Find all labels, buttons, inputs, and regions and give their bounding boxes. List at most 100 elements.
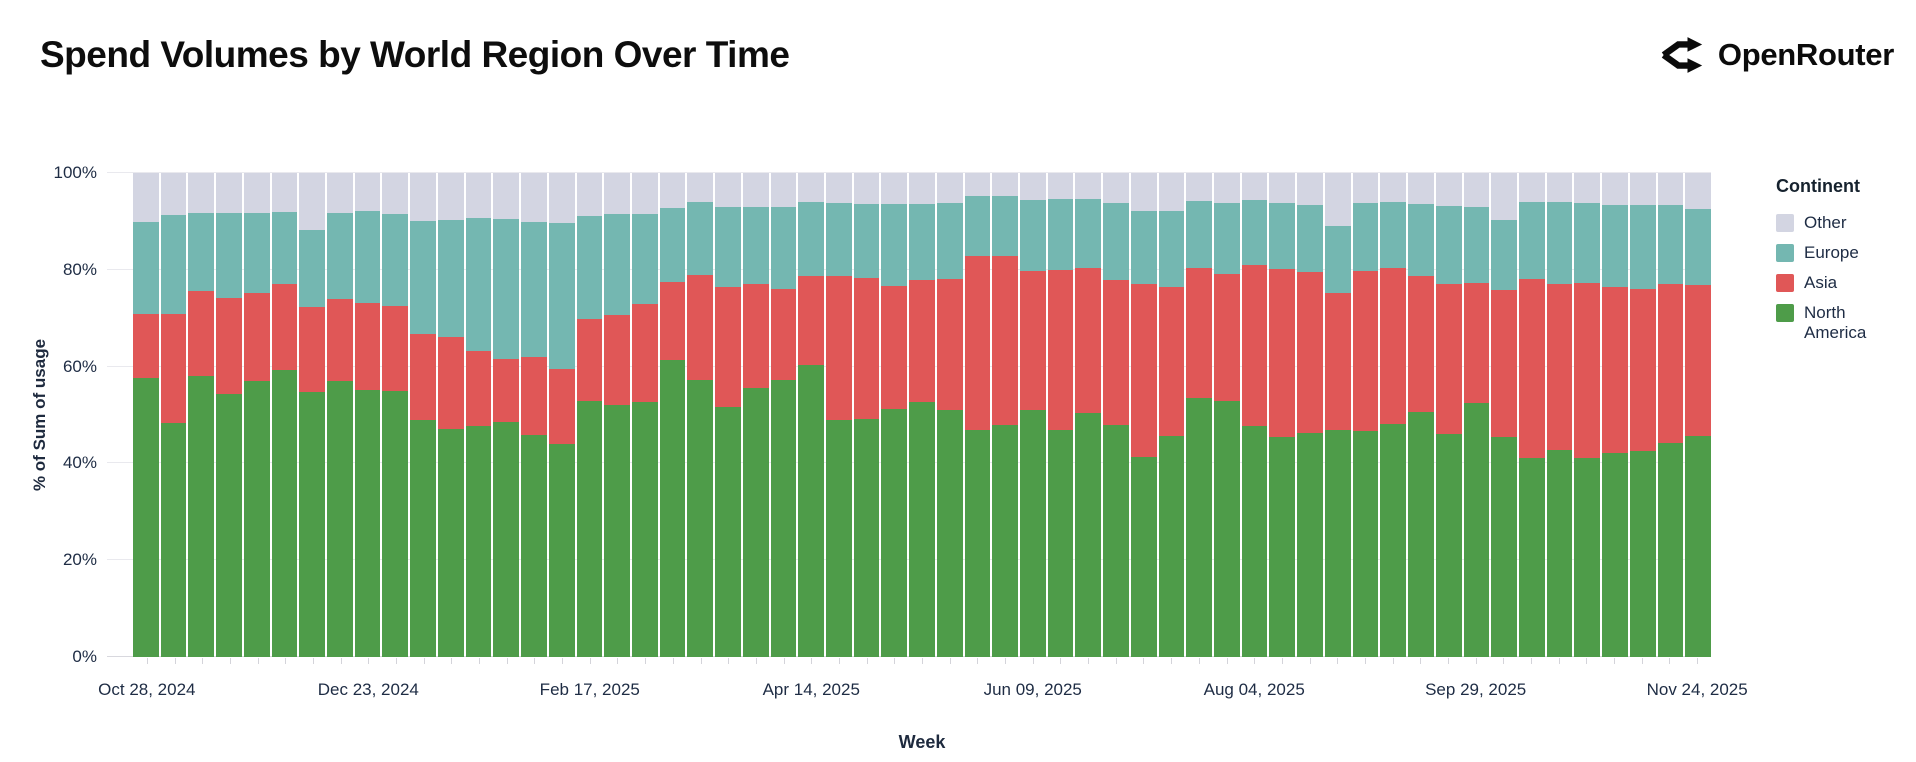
bar-segment-north-america[interactable]	[659, 360, 686, 657]
bar-segment-asia[interactable]	[604, 314, 630, 406]
bar-segment-europe[interactable]	[1518, 201, 1545, 279]
bar-segment-north-america[interactable]	[410, 420, 436, 657]
bar-week-27[interactable]	[881, 173, 908, 657]
bar-segment-other[interactable]	[604, 173, 630, 215]
bar-segment-north-america[interactable]	[1491, 437, 1517, 657]
bar-segment-other[interactable]	[825, 173, 852, 203]
bar-segment-asia[interactable]	[881, 285, 908, 409]
bar-segment-europe[interactable]	[1047, 199, 1074, 270]
bar-segment-europe[interactable]	[1657, 204, 1684, 285]
bar-segment-europe[interactable]	[1352, 202, 1379, 272]
bar-segment-asia[interactable]	[1574, 283, 1601, 459]
bar-segment-asia[interactable]	[825, 275, 852, 420]
bar-week-33[interactable]	[1047, 173, 1074, 657]
bar-segment-europe[interactable]	[1685, 209, 1711, 285]
bar-segment-asia[interactable]	[798, 275, 824, 365]
bar-segment-europe[interactable]	[493, 219, 520, 360]
bar-week-19[interactable]	[659, 173, 686, 657]
bar-segment-asia[interactable]	[576, 319, 603, 401]
bar-week-47[interactable]	[1435, 173, 1462, 657]
bar-segment-other[interactable]	[354, 173, 381, 211]
bar-segment-europe[interactable]	[188, 212, 215, 292]
bar-segment-europe[interactable]	[1491, 220, 1517, 291]
bar-week-40[interactable]	[1241, 173, 1268, 657]
bar-segment-other[interactable]	[160, 173, 187, 215]
bar-week-29[interactable]	[936, 173, 963, 657]
bar-segment-asia[interactable]	[1103, 279, 1129, 425]
bar-segment-europe[interactable]	[1380, 201, 1407, 269]
bar-segment-other[interactable]	[1574, 173, 1601, 203]
bar-segment-asia[interactable]	[1020, 271, 1046, 411]
bar-week-38[interactable]	[1186, 173, 1213, 657]
bar-segment-europe[interactable]	[1158, 210, 1185, 287]
bar-segment-north-america[interactable]	[1685, 435, 1711, 657]
bar-segment-north-america[interactable]	[160, 422, 187, 657]
bar-segment-north-america[interactable]	[1602, 453, 1628, 657]
bar-segment-other[interactable]	[1324, 173, 1351, 227]
bar-segment-europe[interactable]	[133, 222, 159, 315]
bar-week-15[interactable]	[548, 173, 575, 657]
bar-segment-europe[interactable]	[825, 202, 852, 276]
bar-segment-asia[interactable]	[1324, 292, 1351, 431]
bar-segment-other[interactable]	[742, 173, 769, 208]
bar-week-55[interactable]	[1657, 173, 1684, 657]
legend-item-other[interactable]: Other	[1776, 213, 1910, 233]
bar-segment-europe[interactable]	[216, 212, 242, 298]
bar-segment-asia[interactable]	[216, 297, 242, 395]
bar-segment-europe[interactable]	[410, 220, 436, 334]
bar-segment-asia[interactable]	[1491, 290, 1517, 438]
bar-segment-asia[interactable]	[354, 302, 381, 390]
bar-segment-europe[interactable]	[1546, 201, 1573, 285]
bar-segment-north-america[interactable]	[1130, 457, 1157, 657]
bar-segment-other[interactable]	[631, 173, 658, 214]
bar-segment-other[interactable]	[299, 173, 326, 231]
bar-segment-other[interactable]	[770, 173, 797, 208]
bar-segment-other[interactable]	[1546, 173, 1573, 202]
bar-segment-asia[interactable]	[1214, 274, 1240, 401]
bar-segment-other[interactable]	[493, 173, 520, 220]
bar-segment-north-america[interactable]	[1629, 451, 1656, 657]
bar-segment-other[interactable]	[1020, 173, 1046, 201]
bar-segment-europe[interactable]	[659, 208, 686, 282]
bar-week-42[interactable]	[1297, 173, 1323, 657]
bar-segment-north-america[interactable]	[742, 388, 769, 657]
bar-segment-north-america[interactable]	[1463, 402, 1490, 657]
bar-segment-asia[interactable]	[133, 314, 159, 378]
bar-segment-north-america[interactable]	[1546, 450, 1573, 657]
bar-segment-other[interactable]	[216, 173, 242, 213]
bar-segment-other[interactable]	[1297, 173, 1323, 205]
bar-segment-europe[interactable]	[687, 201, 714, 275]
bar-segment-europe[interactable]	[1463, 207, 1490, 284]
bar-week-30[interactable]	[964, 173, 991, 657]
bar-segment-europe[interactable]	[382, 214, 409, 307]
bar-segment-europe[interactable]	[354, 210, 381, 303]
bar-week-24[interactable]	[798, 173, 824, 657]
bar-week-52[interactable]	[1574, 173, 1601, 657]
bar-segment-other[interactable]	[1685, 173, 1711, 210]
bar-week-45[interactable]	[1380, 173, 1407, 657]
bar-segment-other[interactable]	[327, 173, 353, 213]
bar-week-49[interactable]	[1491, 173, 1517, 657]
bar-segment-asia[interactable]	[936, 278, 963, 410]
bar-segment-asia[interactable]	[1297, 272, 1323, 434]
bar-week-14[interactable]	[521, 173, 547, 657]
bar-week-22[interactable]	[742, 173, 769, 657]
bar-segment-north-america[interactable]	[1269, 437, 1296, 657]
bar-segment-north-america[interactable]	[1020, 410, 1046, 657]
bar-segment-europe[interactable]	[1103, 202, 1129, 280]
bar-segment-other[interactable]	[715, 173, 741, 208]
bar-segment-europe[interactable]	[1186, 200, 1213, 268]
bar-week-56[interactable]	[1685, 173, 1711, 657]
bar-segment-north-america[interactable]	[1352, 431, 1379, 657]
bar-segment-north-america[interactable]	[521, 434, 547, 657]
bar-week-7[interactable]	[327, 173, 353, 657]
bar-segment-north-america[interactable]	[1435, 433, 1462, 657]
bar-segment-asia[interactable]	[1435, 284, 1462, 434]
bar-week-21[interactable]	[715, 173, 741, 657]
bar-segment-europe[interactable]	[576, 216, 603, 320]
bar-segment-other[interactable]	[1075, 173, 1102, 200]
bar-segment-north-america[interactable]	[631, 401, 658, 657]
bar-segment-europe[interactable]	[1297, 204, 1323, 273]
bar-segment-asia[interactable]	[1352, 271, 1379, 432]
bar-segment-north-america[interactable]	[548, 443, 575, 657]
